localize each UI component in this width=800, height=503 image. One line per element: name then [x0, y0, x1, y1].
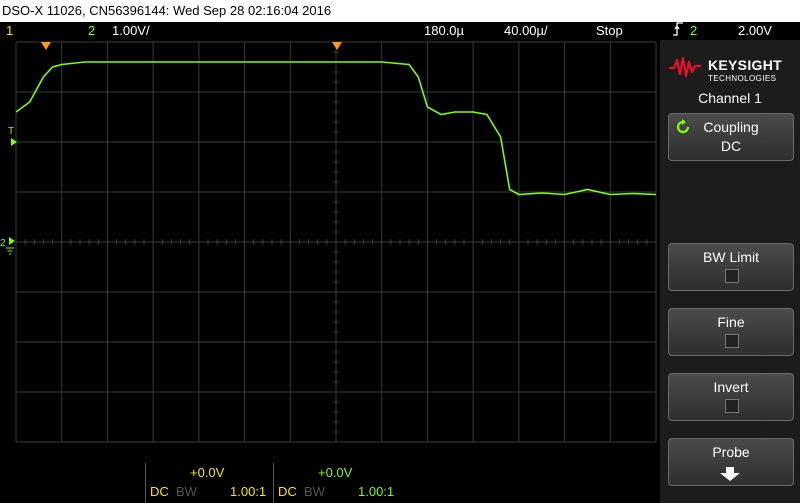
- probe-softkey[interactable]: Probe: [668, 438, 794, 486]
- invert-checkbox[interactable]: [725, 399, 739, 413]
- ch2-trace: [15, 61, 657, 196]
- ch1-info[interactable]: +0.0V DC BW 1.00:1: [145, 463, 273, 503]
- run-state: Stop: [596, 23, 623, 38]
- invert-softkey[interactable]: Invert: [668, 373, 794, 421]
- trigger-level: 2.00V: [738, 23, 772, 38]
- ch1-coupling: DC: [150, 484, 169, 499]
- brand-subtitle: TECHNOLOGIES: [708, 74, 777, 83]
- trigger-position-marker[interactable]: [41, 42, 51, 50]
- bw-limit-label: BW Limit: [703, 249, 759, 265]
- keysight-wave-icon: [669, 56, 701, 78]
- ch1-probe: 1.00:1: [230, 484, 267, 499]
- graticule: T 2: [0, 41, 657, 443]
- rotate-knob-icon: [676, 119, 690, 134]
- ch2-indicator[interactable]: 2: [88, 23, 96, 38]
- title-bar: DSO-X 11026, CN56396144: Wed Sep 28 02:1…: [0, 0, 800, 22]
- ch2-offset: +0.0V: [318, 465, 353, 480]
- ch2-ground-label: 2: [0, 238, 6, 249]
- trigger-channel: 2: [690, 23, 698, 38]
- probe-label: Probe: [712, 444, 750, 460]
- fine-label: Fine: [717, 314, 745, 330]
- softkey-panel: KEYSIGHT TECHNOLOGIES Channel 1 Coupling…: [660, 40, 800, 503]
- trigger-edge-icon: [672, 21, 684, 42]
- bw-limit-softkey[interactable]: BW Limit: [668, 243, 794, 291]
- waveform-display[interactable]: T 2: [0, 40, 660, 445]
- ch2-probe: 1.00:1: [358, 484, 395, 499]
- brand-name: KEYSIGHT: [708, 57, 782, 73]
- submenu-arrow-icon: [720, 467, 740, 481]
- status-bar: 1 2 1.00V/ 180.0µ 40.00µ/ Stop 2 2.00V: [0, 22, 800, 40]
- ch2-info[interactable]: +0.0V DC BW 1.00:1: [273, 463, 401, 503]
- ch2-scale: 1.00V/: [112, 23, 150, 38]
- ch1-indicator[interactable]: 1: [6, 23, 14, 38]
- ch2-ground-marker[interactable]: [9, 237, 15, 245]
- fine-checkbox[interactable]: [725, 334, 739, 348]
- ch1-offset: +0.0V: [190, 465, 225, 480]
- time-reference-marker[interactable]: [332, 42, 342, 50]
- trigger-level-label: T: [8, 126, 14, 137]
- trigger-level-marker[interactable]: [11, 138, 17, 146]
- bw-limit-checkbox[interactable]: [725, 269, 739, 283]
- coupling-label: Coupling: [703, 119, 759, 135]
- time-delay: 180.0µ: [424, 23, 465, 38]
- ground-icon: [6, 247, 14, 255]
- title-text: DSO-X 11026, CN56396144: Wed Sep 28 02:1…: [2, 3, 332, 18]
- ch2-bw: BW: [304, 484, 325, 499]
- coupling-value: DC: [720, 138, 742, 154]
- channel-info-bar: +0.0V DC BW 1.00:1 +0.0V DC BW 1.00:1: [0, 460, 660, 503]
- menu-title: Channel 1: [698, 90, 762, 106]
- ch1-bw: BW: [176, 484, 197, 499]
- fine-softkey[interactable]: Fine: [668, 308, 794, 356]
- ch2-coupling: DC: [278, 484, 297, 499]
- time-scale: 40.00µ/: [504, 23, 548, 38]
- keysight-logo: KEYSIGHT TECHNOLOGIES: [668, 48, 794, 88]
- coupling-softkey[interactable]: Coupling DC: [668, 113, 794, 161]
- invert-label: Invert: [713, 379, 749, 395]
